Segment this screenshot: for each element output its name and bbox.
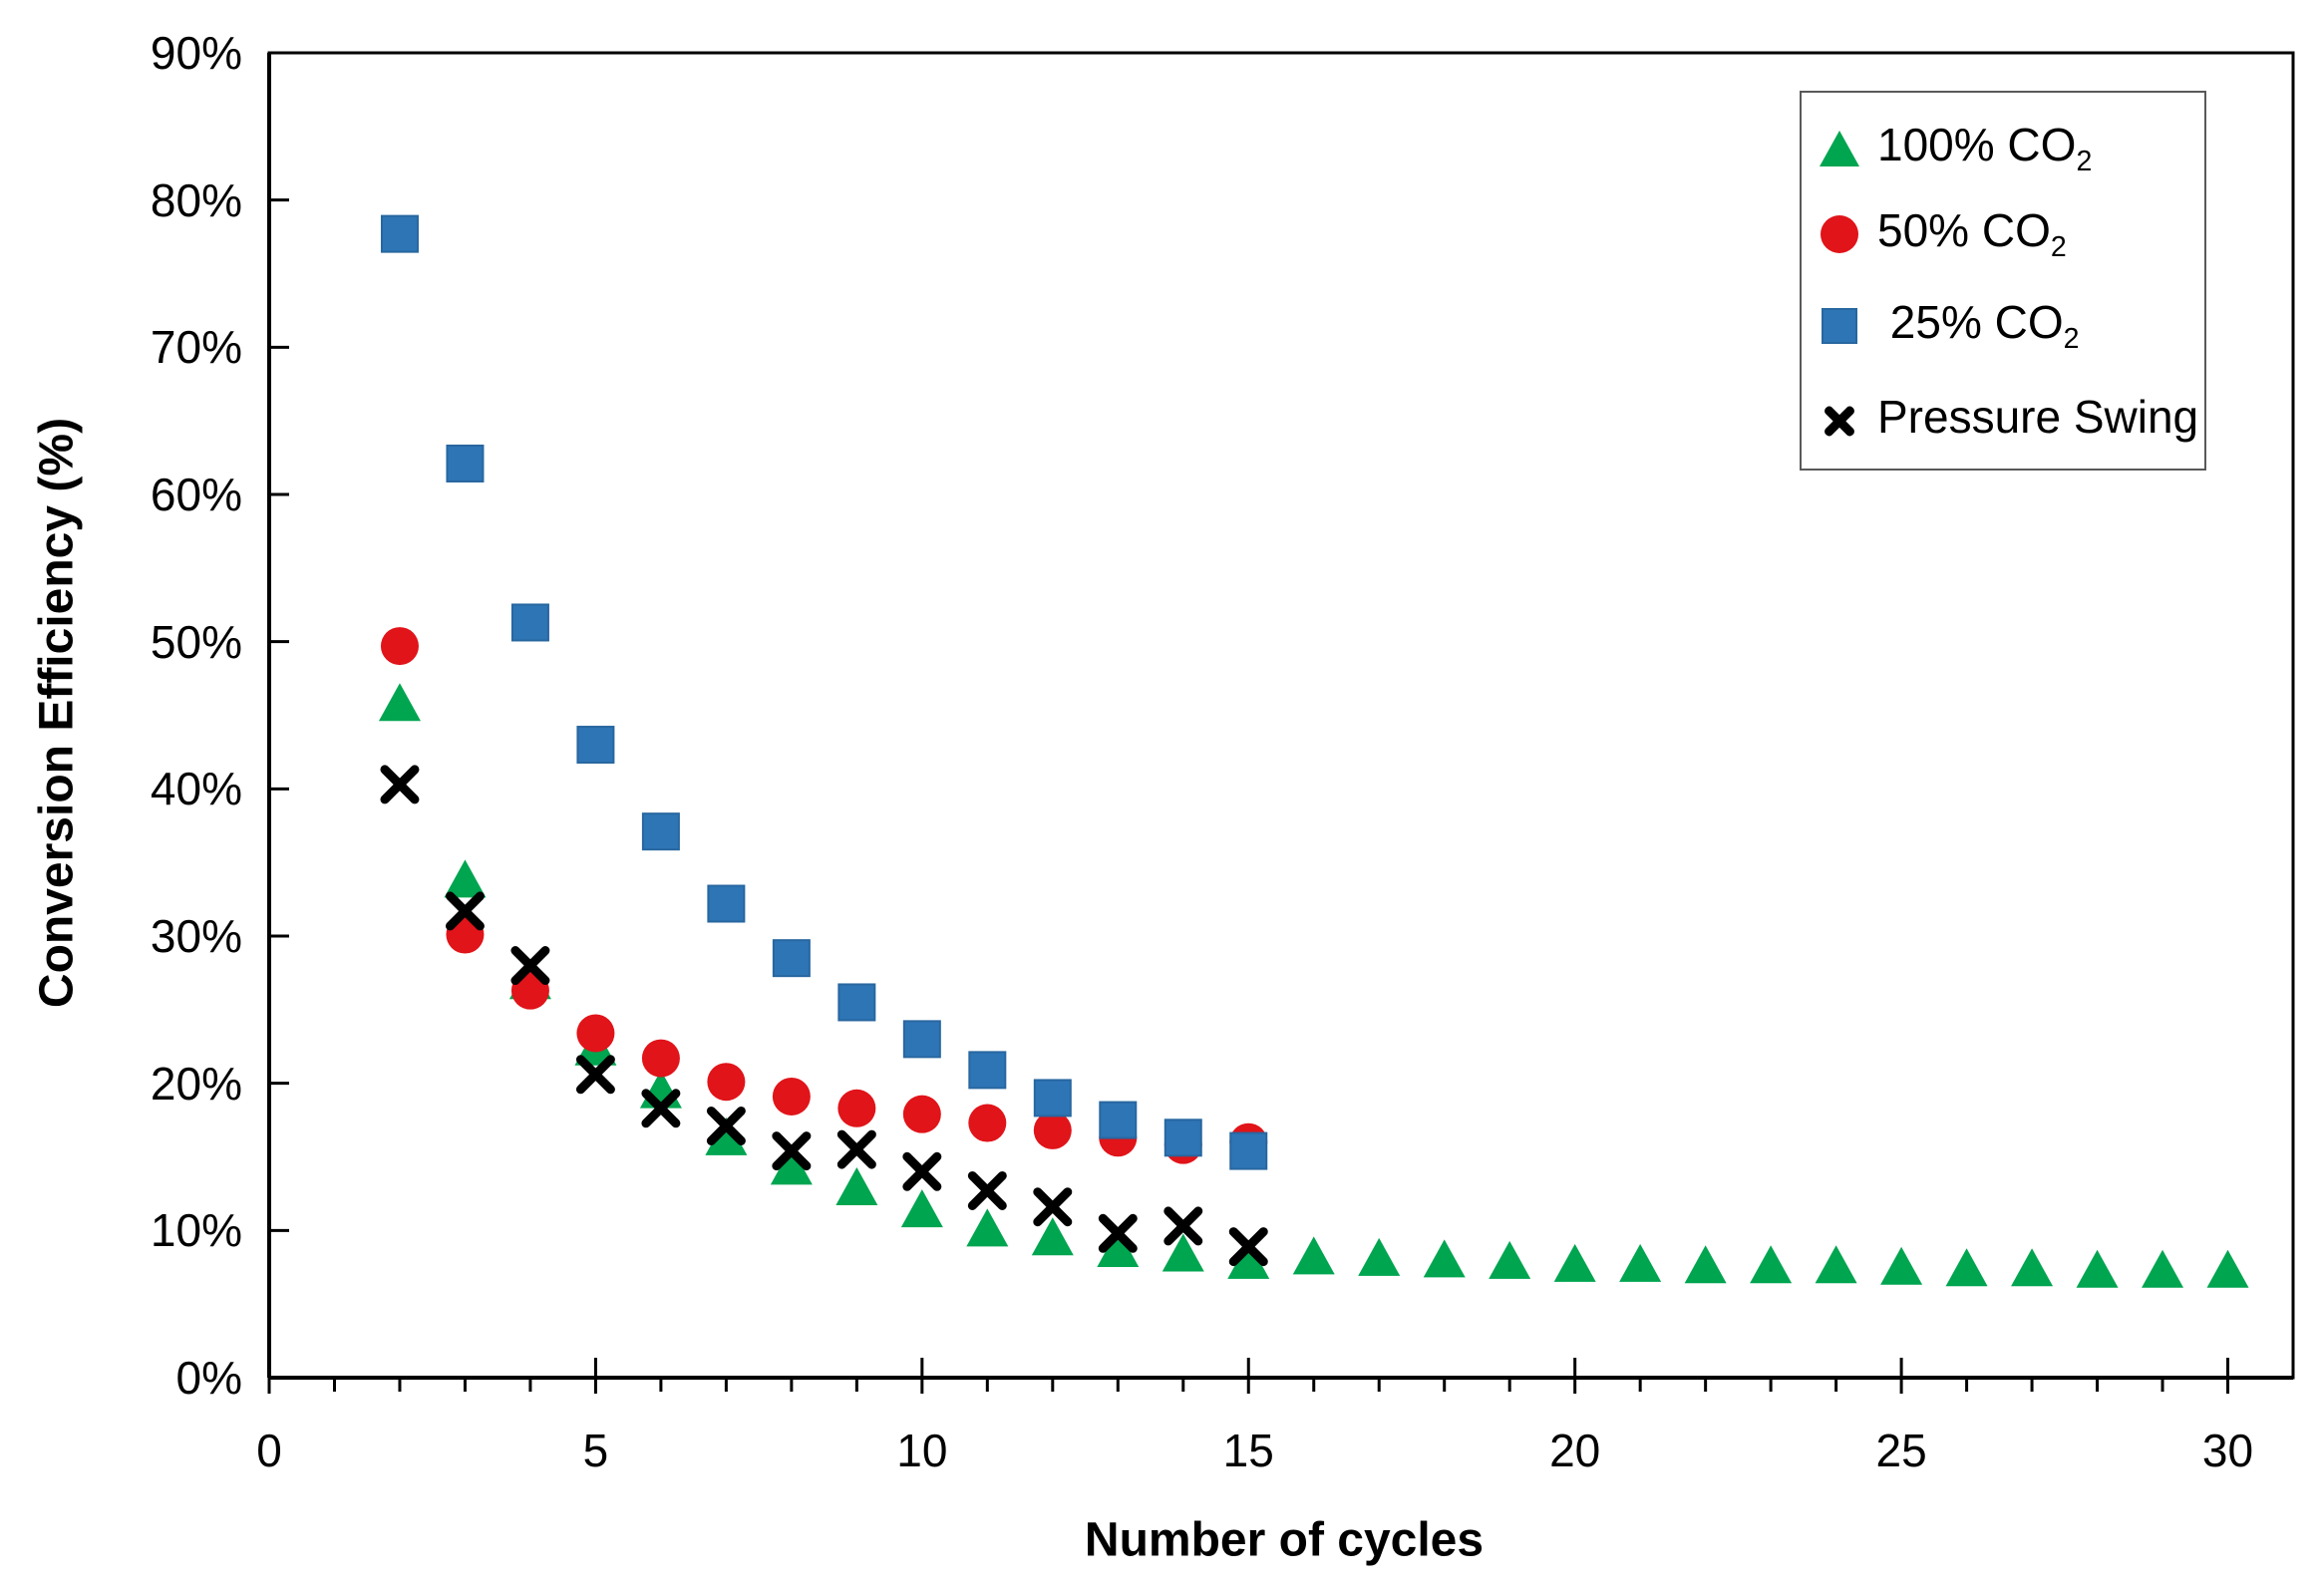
- data-point-marker: [1358, 1237, 1401, 1276]
- data-point-marker: [2206, 1249, 2249, 1288]
- data-point-marker: [772, 939, 811, 978]
- data-point-marker: [772, 1077, 811, 1116]
- data-point-marker: [1880, 1246, 1923, 1285]
- data-point-marker: [1815, 1245, 1857, 1284]
- data-point-marker: [1163, 1206, 1203, 1246]
- y-tick-label: 30%: [150, 910, 242, 962]
- data-point-marker: [1227, 1240, 1270, 1279]
- data-point-marker: [772, 1131, 812, 1171]
- data-point-marker: [378, 683, 421, 722]
- data-point-marker: [705, 1116, 748, 1155]
- data-point-marker: [770, 1146, 813, 1185]
- square-marker-icon: [1802, 308, 1877, 344]
- x-tick-label: 10: [896, 1425, 948, 1476]
- data-point-marker: [707, 1063, 746, 1102]
- data-point-marker: [446, 444, 485, 482]
- data-point-marker: [902, 1020, 941, 1059]
- data-point-marker: [1684, 1245, 1727, 1284]
- data-point-marker: [380, 765, 420, 804]
- data-point-marker: [967, 1170, 1007, 1210]
- data-point-marker: [380, 214, 419, 253]
- y-tick-label: 60%: [150, 469, 242, 520]
- data-point-marker: [576, 1014, 615, 1053]
- legend-item-25co2: 25% CO2: [1802, 294, 2204, 358]
- y-tick-label: 80%: [150, 173, 242, 226]
- x-marker-icon: [1802, 404, 1877, 438]
- data-point-marker: [1619, 1243, 1662, 1282]
- data-point-marker: [1750, 1245, 1793, 1284]
- data-point-marker: [836, 1129, 876, 1169]
- data-point-marker: [1163, 1118, 1202, 1157]
- y-tick-label: 10%: [150, 1204, 242, 1257]
- x-tick-label: 5: [582, 1425, 609, 1476]
- x-tick-label: 25: [1875, 1425, 1927, 1476]
- y-tick-label: 0%: [175, 1352, 242, 1404]
- data-point-marker: [1423, 1239, 1466, 1278]
- data-point-marker: [1033, 1111, 1072, 1149]
- data-point-marker: [2076, 1249, 2119, 1288]
- data-point-marker: [1229, 1131, 1268, 1170]
- legend-label: 50% CO2: [1877, 204, 2067, 264]
- data-point-marker: [2011, 1248, 2054, 1287]
- x-tick-label: 15: [1222, 1425, 1274, 1476]
- data-point-marker: [445, 891, 485, 931]
- data-point-marker: [1945, 1248, 1988, 1287]
- data-point-marker: [1098, 1213, 1138, 1253]
- data-point-marker: [1033, 1079, 1072, 1117]
- data-point-marker: [837, 1089, 876, 1127]
- data-point-marker: [902, 1095, 941, 1133]
- data-point-marker: [576, 726, 615, 765]
- triangle-marker-icon: [1802, 131, 1877, 166]
- legend-item-50co2: 50% CO2: [1802, 202, 2204, 266]
- data-point-marker: [966, 1208, 1009, 1247]
- data-point-marker: [1033, 1187, 1073, 1227]
- data-point-marker: [380, 627, 419, 666]
- data-point-marker: [641, 1089, 681, 1128]
- x-tick-label: 0: [256, 1425, 282, 1476]
- data-point-marker: [510, 946, 550, 986]
- data-point-marker: [707, 884, 746, 923]
- data-point-marker: [837, 983, 876, 1022]
- data-point-marker: [835, 1167, 878, 1206]
- legend-label: Pressure Swing: [1877, 391, 2199, 444]
- data-point-marker: [968, 1051, 1007, 1090]
- data-point-marker: [444, 859, 487, 898]
- y-tick-label: 20%: [150, 1057, 242, 1110]
- data-point-marker: [641, 812, 680, 851]
- y-tick-label: 70%: [150, 321, 242, 374]
- data-point-marker: [1489, 1240, 1531, 1279]
- x-tick-label: 20: [1549, 1425, 1601, 1476]
- data-point-marker: [1099, 1101, 1138, 1139]
- legend-item-pressure-swing: Pressure Swing: [1802, 389, 2204, 453]
- legend-item-100co2: 100% CO2: [1802, 117, 2204, 180]
- legend-label: 25% CO2: [1877, 296, 2080, 356]
- y-tick-label: 90%: [150, 27, 242, 79]
- y-tick-label: 40%: [150, 763, 242, 815]
- x-axis-title: Number of cycles: [1084, 1513, 1485, 1567]
- data-point-marker: [1031, 1217, 1074, 1256]
- data-point-marker: [641, 1039, 680, 1078]
- data-point-marker: [1228, 1227, 1268, 1267]
- legend-box: 100% CO2 50% CO2 25% CO2 Pressure Swing: [1800, 91, 2206, 471]
- y-tick-label: 50%: [150, 615, 242, 668]
- data-point-marker: [902, 1151, 942, 1191]
- legend-label: 100% CO2: [1877, 119, 2093, 178]
- data-point-marker: [706, 1106, 746, 1145]
- data-point-marker: [2142, 1249, 2184, 1288]
- circle-marker-icon: [1802, 215, 1877, 253]
- data-point-marker: [1097, 1229, 1140, 1268]
- data-point-marker: [1553, 1243, 1596, 1282]
- data-point-marker: [900, 1189, 943, 1228]
- x-tick-label: 30: [2201, 1425, 2254, 1476]
- data-point-marker: [1162, 1233, 1204, 1272]
- data-point-marker: [1292, 1236, 1335, 1275]
- data-point-marker: [968, 1104, 1007, 1142]
- data-point-marker: [575, 1055, 615, 1095]
- data-point-marker: [510, 603, 549, 642]
